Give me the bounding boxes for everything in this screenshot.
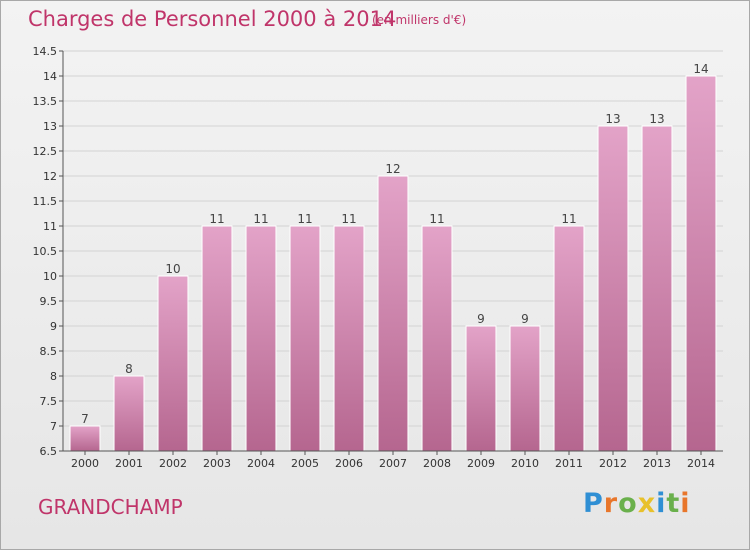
y-tick-label: 7 [50, 420, 57, 433]
bar-2013 [641, 125, 673, 452]
x-tick-label: 2009 [467, 457, 495, 470]
y-tick-label: 6.5 [40, 445, 58, 458]
value-label: 8 [125, 362, 133, 376]
x-tick-label: 2006 [335, 457, 363, 470]
y-tick-label: 9 [50, 320, 57, 333]
x-tick-label: 2014 [687, 457, 715, 470]
y-tick-label: 8 [50, 370, 57, 383]
y-tick-label: 13 [43, 120, 57, 133]
value-label: 11 [561, 212, 576, 226]
value-label: 11 [253, 212, 268, 226]
value-label: 13 [649, 112, 664, 126]
bar-2003 [201, 225, 233, 452]
bar-2008 [421, 225, 453, 452]
x-tick-label: 2004 [247, 457, 275, 470]
chart-subtitle: (en milliers d'€) [372, 13, 467, 27]
value-label: 11 [297, 212, 312, 226]
x-tick-label: 2013 [643, 457, 671, 470]
x-tick-label: 2012 [599, 457, 627, 470]
bar-2011 [553, 225, 585, 452]
bar-2006 [333, 225, 365, 452]
value-label: 12 [385, 162, 400, 176]
x-tick-label: 2002 [159, 457, 187, 470]
x-tick-label: 2001 [115, 457, 143, 470]
value-label: 10 [165, 262, 180, 276]
logo-letter: P [583, 488, 604, 519]
bar-2010 [509, 325, 541, 452]
logo-letter: x [637, 488, 657, 519]
value-label: 11 [209, 212, 224, 226]
bar-2005 [289, 225, 321, 452]
bar-2012 [597, 125, 629, 452]
value-label: 11 [341, 212, 356, 226]
y-tick-label: 10.5 [33, 245, 58, 258]
logo-letter: i [680, 488, 691, 519]
y-tick-label: 10 [43, 270, 57, 283]
y-tick-label: 14.5 [33, 45, 58, 58]
axes: 6.5 7 7.5 8 8.5 9 9.5 10 10.5 11 11.5 12 12.5 13 13.5 1… [33, 45, 723, 470]
x-tick-label: 2005 [291, 457, 319, 470]
y-tick-label: 14 [43, 70, 57, 83]
proxiti-logo: Proxiti [583, 488, 691, 519]
bar-2009 [465, 325, 497, 452]
x-tick-label: 2008 [423, 457, 451, 470]
logo-letter: i [656, 488, 667, 519]
bar-2004 [245, 225, 277, 452]
y-tick-label: 12 [43, 170, 57, 183]
x-tick-label: 2011 [555, 457, 583, 470]
y-tick-label: 12.5 [33, 145, 58, 158]
x-tick-label: 2010 [511, 457, 539, 470]
value-label: 13 [605, 112, 620, 126]
bar-2014 [685, 75, 717, 452]
y-tick-label: 8.5 [40, 345, 58, 358]
value-label: 9 [521, 312, 529, 326]
logo-letter: o [618, 488, 638, 519]
logo-letter: t [666, 488, 681, 519]
y-tick-label: 9.5 [40, 295, 58, 308]
y-tick-label: 11.5 [33, 195, 58, 208]
logo-letter: r [603, 488, 619, 519]
x-tick-label: 2003 [203, 457, 231, 470]
value-labels: 7 8 10 11 11 11 11 12 11 9 9 11 13 13 14 [81, 62, 708, 426]
bars [69, 75, 717, 452]
value-label: 9 [477, 312, 485, 326]
value-label: 7 [81, 412, 89, 426]
location-name: GRANDCHAMP [38, 495, 183, 519]
y-tick-label: 13.5 [33, 95, 58, 108]
y-tick-label: 7.5 [40, 395, 58, 408]
y-tick-label: 11 [43, 220, 57, 233]
chart-title: Charges de Personnel 2000 à 2014 [28, 7, 397, 31]
bar-2001 [113, 375, 145, 452]
value-label: 11 [429, 212, 444, 226]
x-tick-label: 2007 [379, 457, 407, 470]
x-tick-label: 2000 [71, 457, 99, 470]
bar-2000 [69, 425, 101, 452]
value-label: 14 [693, 62, 708, 76]
bar-2002 [157, 275, 189, 452]
bar-2007 [377, 175, 409, 452]
